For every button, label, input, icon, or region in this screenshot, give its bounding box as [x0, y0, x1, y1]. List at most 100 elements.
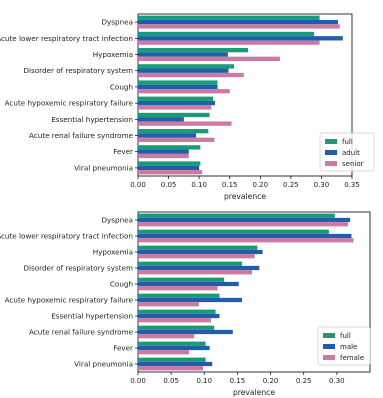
- ytick-label-hypoxemia: Hypoxemia: [93, 248, 133, 257]
- bar-senior-acute-hypoxemic-respiratory-failure: [138, 105, 212, 110]
- bar-full-acute-hypoxemic-respiratory-failure: [138, 293, 220, 298]
- bar-male-viral-pneumonia: [138, 361, 213, 367]
- legend-label-full: full: [342, 138, 353, 146]
- bar-senior-acute-renal-failure-syndrome: [138, 137, 215, 142]
- bar-female-disorder-of-respiratory-system: [138, 270, 253, 275]
- bar-full-essential-hypertension: [138, 112, 210, 118]
- bar-adult-viral-pneumonia: [138, 165, 200, 171]
- chart-age-groups: Dyspnea Acute lower respiratory tract inf…: [0, 13, 375, 201]
- xtick-label-0-10: 0.10: [196, 377, 212, 385]
- bar-female-acute-renal-failure-syndrome: [138, 334, 195, 339]
- bar-senior-dyspnea: [138, 24, 340, 29]
- ytick-label-essential-hypertension: Essential hypertension: [51, 115, 133, 124]
- legend-label-male: male: [340, 343, 357, 351]
- bar-male-acute-hypoxemic-respiratory-failure: [138, 297, 243, 303]
- bar-male-dyspnea: [138, 217, 351, 223]
- x-axis-title: prevalence: [224, 192, 266, 201]
- ytick-label-dyspnea: Dyspnea: [102, 216, 133, 225]
- bar-senior-hypoxemia: [138, 56, 280, 61]
- bar-full-disorder-of-respiratory-system: [138, 64, 234, 69]
- xtick-label-0-05: 0.05: [161, 181, 177, 189]
- bar-male-hypoxemia: [138, 249, 263, 255]
- bar-full-acute-renal-failure-syndrome: [138, 129, 209, 134]
- bar-female-essential-hypertension: [138, 318, 211, 323]
- plot-frame: [137, 211, 371, 373]
- bar-full-cough: [138, 277, 225, 282]
- bar-full-acute-hypoxemic-respiratory-failure: [138, 96, 214, 101]
- legend-swatch-adult: [325, 150, 337, 155]
- legend-label-senior: senior: [342, 160, 364, 168]
- xtick-label-0-20: 0.20: [252, 181, 268, 189]
- bar-adult-acute-renal-failure-syndrome: [138, 133, 197, 138]
- x-axis-title: prevalence: [233, 388, 275, 397]
- legend-swatch-male: [323, 344, 335, 349]
- bar-full-fever: [138, 145, 201, 150]
- ytick-label-viral-pneumonia: Viral pneumonia: [74, 163, 133, 172]
- xtick-label-0-30: 0.30: [314, 181, 330, 189]
- ytick-label-cough: Cough: [110, 280, 133, 289]
- legend-label-full: full: [340, 332, 351, 340]
- bar-senior-acute-lower-respiratory-tract-infection: [138, 40, 320, 45]
- bar-male-essential-hypertension: [138, 313, 220, 319]
- bar-adult-acute-hypoxemic-respiratory-failure: [138, 100, 216, 106]
- bar-adult-essential-hypertension: [138, 117, 184, 122]
- legend-swatch-female: [323, 355, 335, 360]
- xtick-label-0-10: 0.10: [191, 181, 207, 189]
- xtick-label-0-20: 0.20: [263, 377, 279, 385]
- xtick-label-0-15: 0.15: [230, 377, 246, 385]
- bar-full-dyspnea: [138, 15, 320, 20]
- bar-full-acute-renal-failure-syndrome: [138, 325, 215, 330]
- ytick-label-fever: Fever: [113, 344, 133, 353]
- bar-full-acute-lower-respiratory-tract-infection: [138, 31, 315, 37]
- xtick-label-0-30: 0.30: [329, 377, 345, 385]
- ytick-label-acute-renal-failure-syndrome: Acute renal failure syndrome: [29, 131, 134, 140]
- bar-male-acute-lower-respiratory-tract-infection: [138, 233, 352, 239]
- bar-senior-fever: [138, 153, 189, 159]
- bar-full-disorder-of-respiratory-system: [138, 261, 243, 266]
- ytick-label-viral-pneumonia: Viral pneumonia: [74, 360, 133, 369]
- legend-swatch-senior: [325, 161, 337, 166]
- bar-adult-dyspnea: [138, 19, 338, 25]
- bar-full-viral-pneumonia: [138, 161, 201, 166]
- ytick-label-dyspnea: Dyspnea: [102, 18, 133, 27]
- ytick-label-essential-hypertension: Essential hypertension: [51, 312, 133, 321]
- bar-full-dyspnea: [138, 213, 335, 218]
- ytick-label-acute-renal-failure-syndrome: Acute renal failure syndrome: [29, 328, 134, 337]
- bar-female-dyspnea: [138, 222, 349, 227]
- legend: full adult senior: [319, 132, 375, 172]
- bar-senior-disorder-of-respiratory-system: [138, 72, 244, 78]
- bar-adult-disorder-of-respiratory-system: [138, 68, 229, 73]
- bar-senior-viral-pneumonia: [138, 170, 203, 175]
- bar-female-hypoxemia: [138, 254, 255, 259]
- ytick-label-fever: Fever: [113, 147, 133, 156]
- bar-male-acute-renal-failure-syndrome: [138, 329, 233, 335]
- bar-adult-fever: [138, 149, 189, 154]
- xtick-label-0-35: 0.35: [344, 181, 360, 189]
- xtick-label-0-25: 0.25: [283, 181, 299, 189]
- xtick-label-0-00: 0.00: [130, 181, 146, 189]
- bar-female-viral-pneumonia: [138, 366, 203, 371]
- bar-adult-cough: [138, 84, 218, 90]
- bar-full-hypoxemia: [138, 48, 249, 53]
- bar-male-fever: [138, 345, 210, 351]
- bar-female-acute-lower-respiratory-tract-infection: [138, 238, 354, 243]
- bar-adult-hypoxemia: [138, 52, 228, 57]
- bar-full-essential-hypertension: [138, 309, 216, 314]
- bar-male-disorder-of-respiratory-system: [138, 265, 260, 271]
- ytick-label-acute-lower-respiratory-tract-infection: Acute lower respiratory tract infection: [0, 34, 133, 43]
- bar-full-hypoxemia: [138, 245, 258, 250]
- ytick-label-hypoxemia: Hypoxemia: [93, 50, 133, 59]
- xtick-label-0-00: 0.00: [130, 377, 146, 385]
- ytick-label-acute-hypoxemic-respiratory-failure: Acute hypoxemic respiratory failure: [5, 99, 134, 108]
- ytick-label-disorder-of-respiratory-system: Disorder of respiratory system: [23, 66, 133, 75]
- bar-female-fever: [138, 350, 190, 355]
- xtick-label-0-05: 0.05: [163, 377, 179, 385]
- bar-full-acute-lower-respiratory-tract-infection: [138, 229, 329, 234]
- ytick-label-cough: Cough: [110, 82, 133, 91]
- chart-sex-groups: Dyspnea Acute lower respiratory tract inf…: [0, 211, 371, 397]
- bar-female-acute-hypoxemic-respiratory-failure: [138, 302, 199, 307]
- legend-swatch-full: [325, 139, 337, 144]
- bar-full-viral-pneumonia: [138, 357, 206, 362]
- bar-senior-essential-hypertension: [138, 121, 232, 126]
